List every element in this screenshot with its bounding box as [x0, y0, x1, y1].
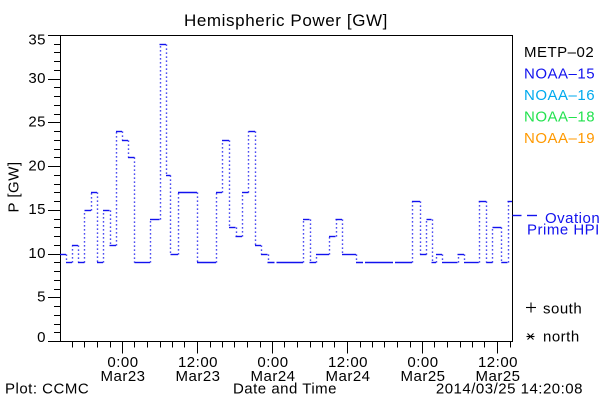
svg-text:Hemispheric Power [GW]: Hemispheric Power [GW] [184, 11, 388, 30]
svg-text:Mar25: Mar25 [475, 368, 520, 385]
svg-text:0: 0 [37, 329, 46, 346]
svg-text:Mar25: Mar25 [400, 368, 445, 385]
svg-text:NOAA–19: NOAA–19 [524, 130, 595, 147]
svg-text:NOAA–16: NOAA–16 [524, 87, 595, 104]
svg-text:10: 10 [28, 245, 46, 262]
svg-text:METP–02: METP–02 [524, 44, 594, 61]
svg-text:NOAA–15: NOAA–15 [524, 66, 595, 83]
svg-text:35: 35 [28, 31, 46, 48]
svg-text:5: 5 [37, 289, 46, 306]
svg-text:Mar24: Mar24 [250, 368, 295, 385]
svg-text:15: 15 [28, 201, 46, 218]
svg-text:0:00: 0:00 [407, 354, 438, 371]
svg-text:north: north [543, 329, 580, 346]
svg-text:0:00: 0:00 [107, 354, 138, 371]
svg-text:Plot: CCMC: Plot: CCMC [5, 381, 89, 398]
svg-text:12:00: 12:00 [328, 354, 368, 371]
svg-text:south: south [543, 301, 582, 318]
svg-text:2014/03/25 14:20:08: 2014/03/25 14:20:08 [436, 381, 583, 398]
svg-text:12:00: 12:00 [178, 354, 218, 371]
svg-text:Mar23: Mar23 [175, 368, 220, 385]
svg-text:25: 25 [28, 114, 46, 131]
svg-text:P [GW]: P [GW] [6, 161, 23, 212]
svg-text:Prime HPI: Prime HPI [527, 222, 600, 239]
svg-text:0:00: 0:00 [257, 354, 288, 371]
svg-text:Mar24: Mar24 [325, 368, 370, 385]
svg-text:Date and Time: Date and Time [233, 381, 337, 398]
svg-text:Mar23: Mar23 [100, 368, 145, 385]
svg-text:Ovation: Ovation [545, 210, 600, 227]
svg-text:30: 30 [28, 70, 46, 87]
svg-text:NOAA–18: NOAA–18 [524, 109, 595, 126]
svg-text:20: 20 [28, 157, 46, 174]
svg-text:12:00: 12:00 [478, 354, 518, 371]
